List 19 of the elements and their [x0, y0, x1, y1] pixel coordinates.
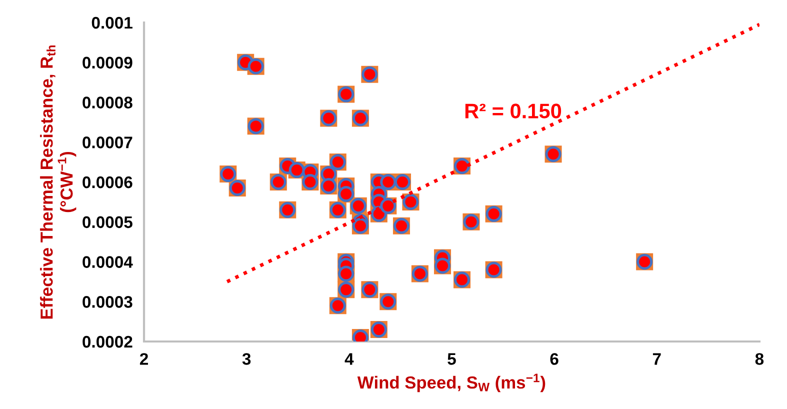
- x-tick-label: 6: [550, 353, 558, 365]
- x-tick-label: 4: [344, 353, 354, 365]
- x-axis-title: Wind Speed, S$_{W}$ (ms$^{−1}$): [357, 374, 546, 392]
- y-tick-label: 0.0009: [82, 56, 132, 69]
- annotation: R² = 0.150: [465, 104, 562, 118]
- y-tick-label: 0.0008: [82, 96, 132, 108]
- y-tick-label: 0.0007: [82, 136, 132, 148]
- y-tick-label: 0.0003: [82, 296, 132, 308]
- x-tick-label: 3: [242, 353, 251, 365]
- x-tick-label: 8: [755, 353, 764, 365]
- y-tick-label: 0.0005: [82, 216, 132, 228]
- y-tick-label: 0.0006: [82, 176, 132, 188]
- x-tick-label: 7: [652, 353, 661, 365]
- x-tick-label: 2: [140, 353, 148, 365]
- x-tick-label: 5: [448, 353, 456, 365]
- y-tick-label: 0.001: [92, 16, 132, 29]
- text: Effective Thermal Resistance, R$_{th}$ (°CW$^{−1}$): [40, 45, 76, 319]
- y-tick-label: 0.0002: [82, 336, 132, 348]
- y-tick-label: 0.0004: [82, 256, 133, 268]
